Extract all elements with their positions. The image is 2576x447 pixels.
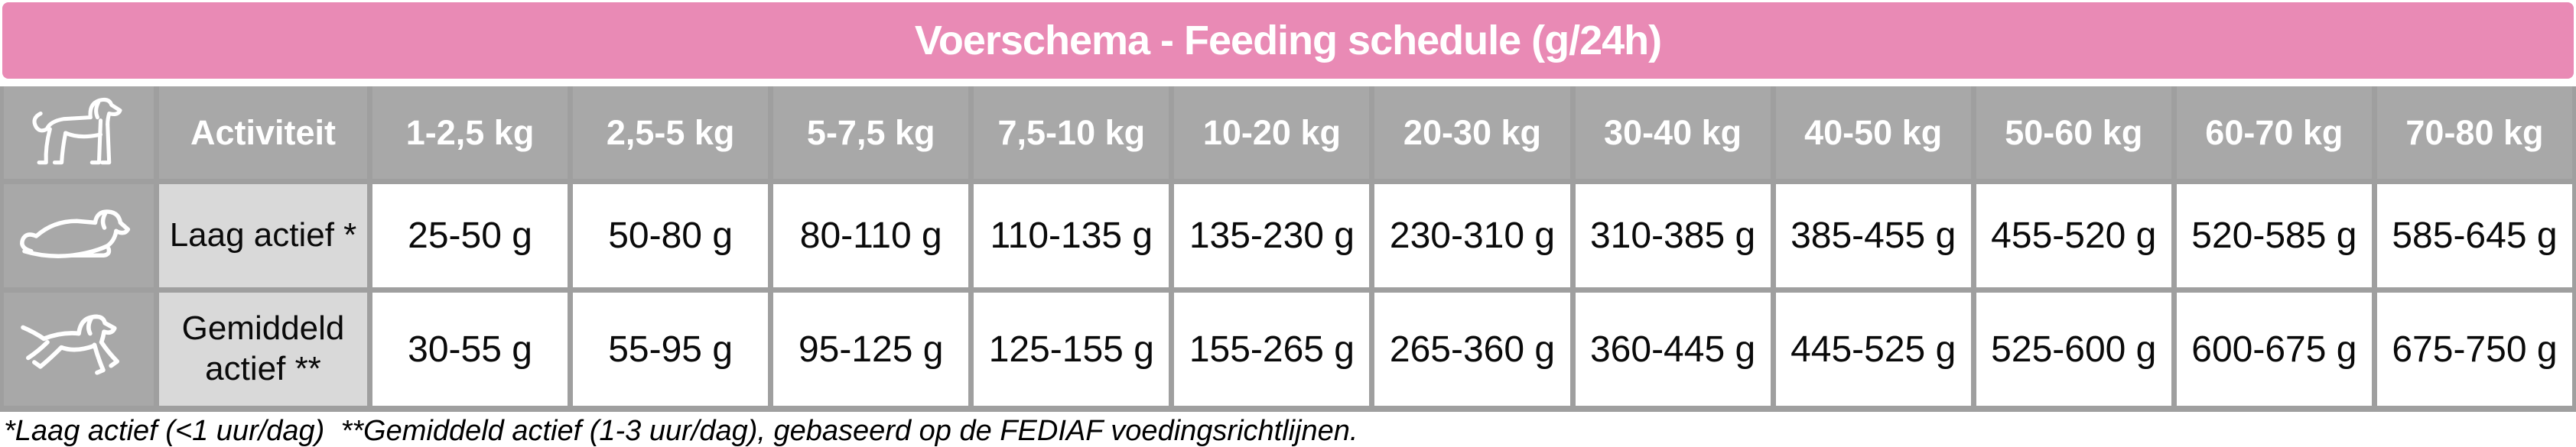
table-cell: 265-360 g [1374,293,1570,406]
table-cell: 520-585 g [2176,184,2372,287]
row-activity-cell: Gemiddeld actief ** [159,293,367,406]
table-cell: 110-135 g [974,184,1169,287]
column-header-label: Activiteit [190,112,337,152]
table-cell: 125-155 g [974,293,1169,406]
row-activity-cell: Laag actief * [159,184,367,287]
feeding-value: 520-585 g [2191,215,2357,256]
table-cell: 95-125 g [773,293,969,406]
feeding-value: 95-125 g [798,329,944,370]
table-cell: 675-750 g [2376,293,2572,406]
table-cell: 445-525 g [1775,293,1971,406]
feeding-table: Activiteit 1-2,5 kg 2,5-5 kg 5-7,5 kg 7,… [0,86,2576,412]
column-header-label: 10-20 kg [1202,112,1341,152]
column-header-label: 30-40 kg [1604,112,1742,152]
column-header-weight: 2,5-5 kg [573,86,769,179]
feeding-value: 310-385 g [1589,215,1756,256]
column-header-label: 60-70 kg [2205,112,2343,152]
feeding-value: 125-155 g [988,329,1154,370]
column-header-weight: 40-50 kg [1775,86,1971,179]
column-header-weight: 7,5-10 kg [974,86,1169,179]
table-cell: 80-110 g [773,184,969,287]
feeding-value: 385-455 g [1791,215,1956,256]
table-cell: 585-645 g [2376,184,2572,287]
feeding-value: 585-645 g [2392,215,2558,256]
feeding-value: 25-50 g [408,215,532,256]
title-bar: Voerschema - Feeding schedule (g/24h) [2,2,2574,79]
feeding-value: 455-520 g [1991,215,2157,256]
column-header-weight: 70-80 kg [2376,86,2572,179]
table-cell: 135-230 g [1174,184,1370,287]
table-cell: 50-80 g [573,184,769,287]
column-header-weight: 60-70 kg [2176,86,2372,179]
feeding-value: 30-55 g [408,329,532,370]
column-header-label: 2,5-5 kg [606,112,735,152]
column-header-label: 7,5-10 kg [997,112,1146,152]
activity-label: Gemiddeld actief ** [181,309,345,387]
feeding-value: 360-445 g [1589,329,1756,370]
header-dog-cell [4,86,154,179]
table-cell: 155-265 g [1174,293,1370,406]
page-title: Voerschema - Feeding schedule (g/24h) [914,18,1662,63]
table-cell: 310-385 g [1575,184,1771,287]
feeding-value: 525-600 g [1991,329,2157,370]
row-icon-cell [4,293,154,406]
feeding-value: 135-230 g [1189,215,1355,256]
column-header-label: 50-60 kg [2005,112,2143,152]
column-header-label: 20-30 kg [1403,112,1542,152]
feeding-value: 265-360 g [1389,329,1556,370]
standing-dog-icon [32,97,122,164]
table-cell: 385-455 g [1775,184,1971,287]
column-header-weight: 30-40 kg [1575,86,1771,179]
feeding-value: 600-675 g [2191,329,2357,370]
column-header-weight: 10-20 kg [1174,86,1370,179]
activity-label: Laag actief * [169,216,357,254]
column-header-weight: 5-7,5 kg [773,86,969,179]
running-dog-icon [21,314,120,375]
column-header-weight: 20-30 kg [1374,86,1570,179]
column-header-activity: Activiteit [159,86,367,179]
column-header-label: 40-50 kg [1804,112,1943,152]
feeding-value: 55-95 g [608,329,733,370]
feeding-value: 445-525 g [1791,329,1956,370]
table-cell: 360-445 g [1575,293,1771,406]
footnote: *Laag actief (<1 uur/dag) **Gemiddeld ac… [4,415,1358,447]
feeding-value: 110-135 g [990,215,1153,256]
feeding-value: 675-750 g [2392,329,2558,370]
feeding-value: 230-310 g [1389,215,1556,256]
row-icon-cell [4,184,154,287]
column-header-label: 1-2,5 kg [405,112,535,152]
feeding-value: 155-265 g [1189,329,1355,370]
table-cell: 600-675 g [2176,293,2372,406]
column-header-label: 70-80 kg [2405,112,2544,152]
table-cell: 230-310 g [1374,184,1570,287]
table-cell: 30-55 g [372,293,568,406]
column-header-weight: 1-2,5 kg [372,86,568,179]
lying-dog-icon [19,209,130,258]
table-cell: 25-50 g [372,184,568,287]
column-header-weight: 50-60 kg [1976,86,2171,179]
column-header-label: 5-7,5 kg [806,112,935,152]
feeding-value: 80-110 g [799,215,942,256]
table-cell: 55-95 g [573,293,769,406]
table-cell: 525-600 g [1976,293,2171,406]
table-cell: 455-520 g [1976,184,2171,287]
feeding-value: 50-80 g [608,215,733,256]
